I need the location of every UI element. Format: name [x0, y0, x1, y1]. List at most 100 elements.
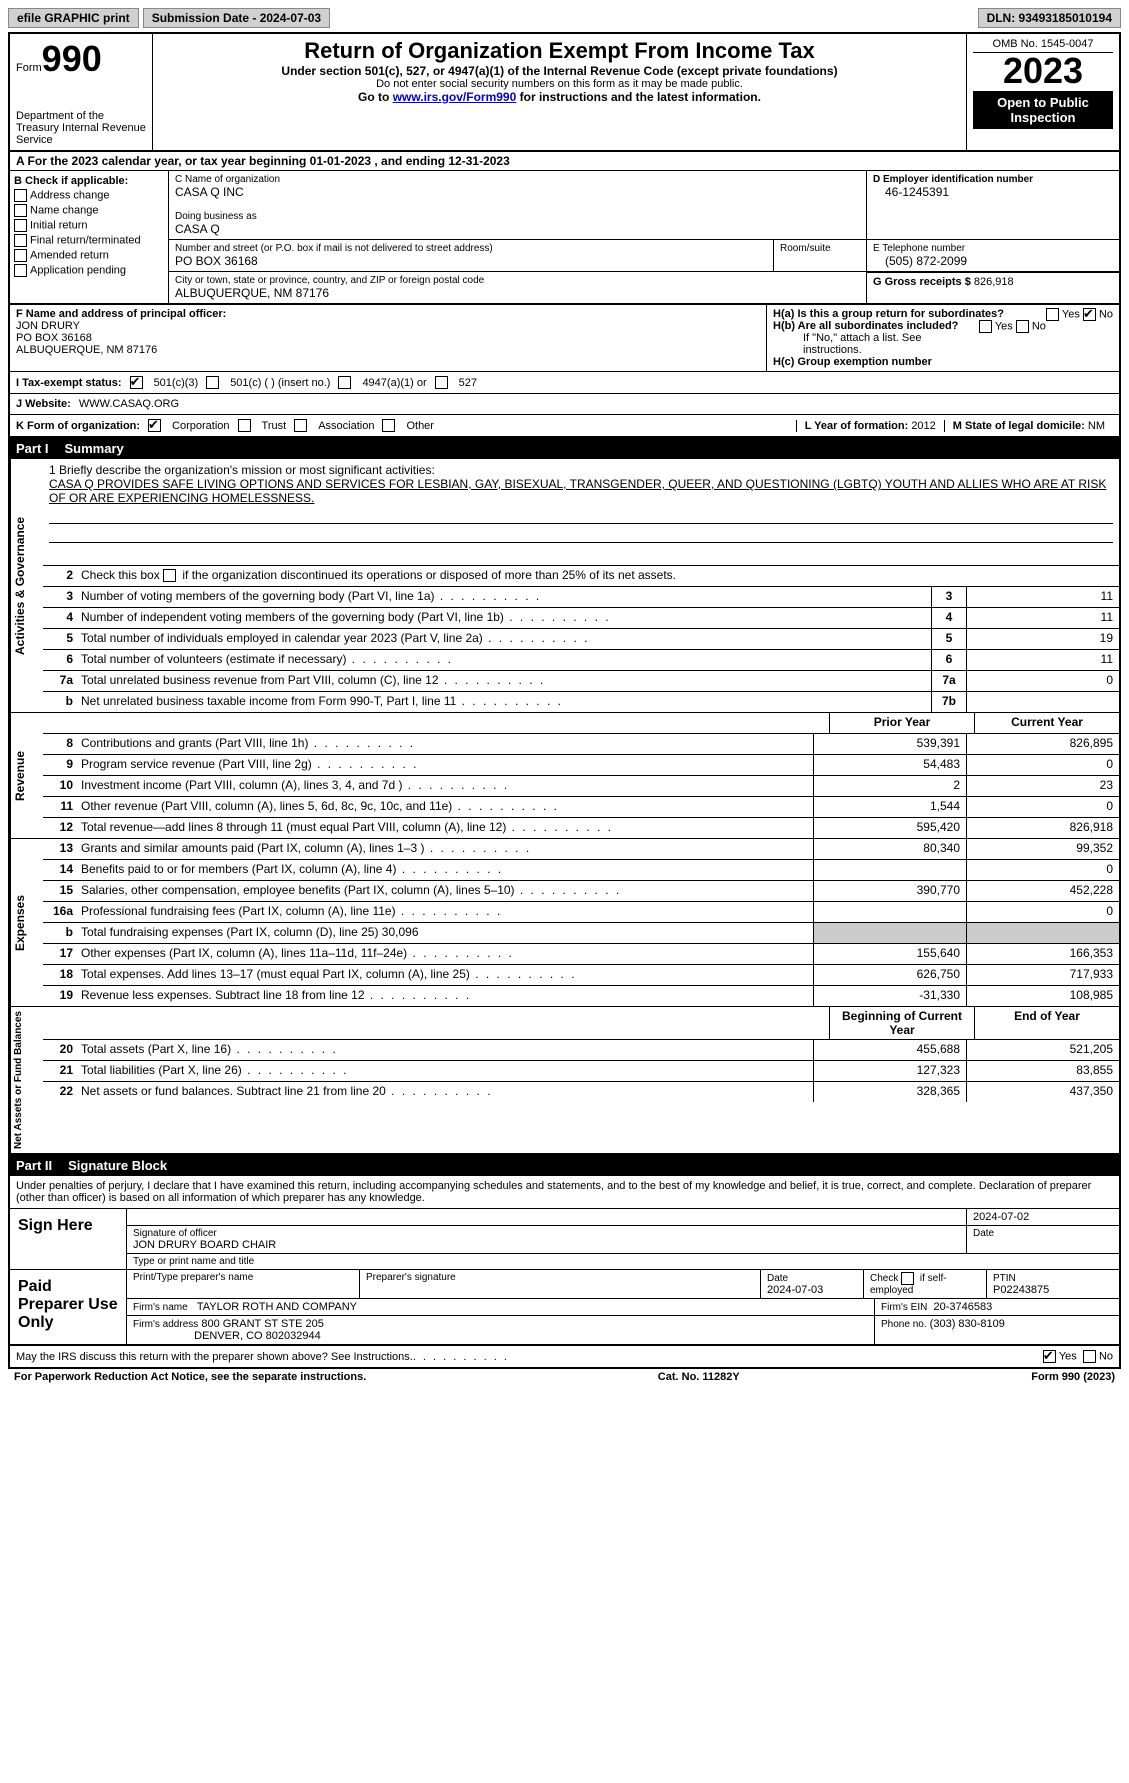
officer-city: ALBUQUERQUE, NM 87176 — [16, 344, 760, 356]
chk-initial[interactable] — [14, 219, 27, 232]
hb-no[interactable] — [1016, 320, 1029, 333]
line2-desc: Check this box if the organization disco… — [77, 566, 1119, 586]
prep-date: 2024-07-03 — [767, 1284, 823, 1296]
line2-num: 2 — [43, 566, 77, 586]
vert-expenses: Expenses — [10, 839, 43, 1006]
part2-title: Signature Block — [68, 1158, 167, 1173]
section-a: A For the 2023 calendar year, or tax yea… — [8, 152, 1121, 171]
part1-header: Part I Summary — [8, 438, 1121, 459]
discuss-text: May the IRS discuss this return with the… — [16, 1351, 413, 1363]
k-label: K Form of organization: — [16, 420, 140, 432]
chk-527[interactable] — [435, 376, 448, 389]
sig-date1: 2024-07-02 — [967, 1209, 1119, 1225]
form-header: Form990 Department of the Treasury Inter… — [8, 32, 1121, 152]
chk-address[interactable] — [14, 189, 27, 202]
expense-row: 13Grants and similar amounts paid (Part … — [43, 839, 1119, 860]
chk-amended[interactable] — [14, 249, 27, 262]
firm-name: TAYLOR ROTH AND COMPANY — [197, 1301, 357, 1313]
discuss-yes[interactable] — [1043, 1350, 1056, 1363]
box-b-label: B Check if applicable: — [14, 175, 164, 187]
netassets-row: 22Net assets or fund balances. Subtract … — [43, 1082, 1119, 1102]
vert-netassets: Net Assets or Fund Balances — [10, 1007, 43, 1153]
top-toolbar: efile GRAPHIC print Submission Date - 20… — [8, 8, 1121, 28]
firm-phone: (303) 830-8109 — [930, 1318, 1005, 1330]
chk-corp[interactable] — [148, 419, 161, 432]
chk-trust[interactable] — [238, 419, 251, 432]
form-label: Form — [16, 62, 42, 74]
c-name-label: C Name of organization — [175, 174, 860, 185]
chk-501c[interactable] — [206, 376, 219, 389]
irs-link[interactable]: www.irs.gov/Form990 — [393, 90, 517, 104]
ssn-note: Do not enter social security numbers on … — [159, 78, 960, 90]
street-value: PO BOX 36168 — [175, 254, 767, 268]
header-grid: B Check if applicable: Address change Na… — [8, 171, 1121, 305]
ptin-label: PTIN — [993, 1273, 1016, 1284]
hb-yes[interactable] — [979, 320, 992, 333]
ha-no[interactable] — [1083, 308, 1096, 321]
street-label: Number and street (or P.O. box if mail i… — [175, 243, 767, 254]
form-subtitle: Under section 501(c), 527, or 4947(a)(1)… — [159, 64, 960, 78]
org-name: CASA Q INC — [175, 185, 860, 199]
firm-ein-label: Firm's EIN — [881, 1302, 927, 1313]
revenue-row: 10Investment income (Part VIII, column (… — [43, 776, 1119, 797]
firm-addr2: DENVER, CO 802032944 — [194, 1330, 321, 1342]
box-b: B Check if applicable: Address change Na… — [10, 171, 169, 303]
ein-value: 46-1245391 — [873, 185, 1113, 199]
expense-row: 16aProfessional fundraising fees (Part I… — [43, 902, 1119, 923]
firm-addr1: 800 GRANT ST STE 205 — [201, 1318, 323, 1330]
room-label: Room/suite — [780, 243, 860, 254]
d-ein-label: D Employer identification number — [873, 174, 1113, 185]
officer-sig-name: JON DRURY BOARD CHAIR — [133, 1239, 960, 1251]
part2-label: Part II — [16, 1158, 52, 1173]
chk-final[interactable] — [14, 234, 27, 247]
ha-label: H(a) Is this a group return for subordin… — [773, 308, 1004, 320]
firm-phone-label: Phone no. — [881, 1319, 927, 1330]
form-org-row: K Form of organization: Corporation Trus… — [8, 415, 1121, 438]
chk-501c3[interactable] — [130, 376, 143, 389]
year-formation: 2012 — [911, 420, 935, 432]
chk-assoc[interactable] — [294, 419, 307, 432]
gov-row: 6Total number of volunteers (estimate if… — [43, 650, 1119, 671]
part1-title: Summary — [65, 441, 124, 456]
mission-text: CASA Q PROVIDES SAFE LIVING OPTIONS AND … — [49, 477, 1113, 505]
discuss-no[interactable] — [1083, 1350, 1096, 1363]
prep-name-label: Print/Type preparer's name — [127, 1270, 360, 1298]
g-receipts-label: G Gross receipts $ — [873, 276, 971, 288]
website-row: J Website: WWW.CASAQ.ORG — [8, 394, 1121, 415]
chk-self-employed[interactable] — [901, 1272, 914, 1285]
date-label: Date — [967, 1226, 1119, 1253]
phone-value: (505) 872-2099 — [873, 254, 1113, 268]
gov-row: 4Number of independent voting members of… — [43, 608, 1119, 629]
efile-print-button[interactable]: efile GRAPHIC print — [8, 8, 139, 28]
firm-addr-label: Firm's address — [133, 1319, 198, 1330]
gov-row: 7aTotal unrelated business revenue from … — [43, 671, 1119, 692]
revenue-row: 11Other revenue (Part VIII, column (A), … — [43, 797, 1119, 818]
open-inspection: Open to Public Inspection — [973, 91, 1113, 129]
chk-4947[interactable] — [338, 376, 351, 389]
i-label: I Tax-exempt status: — [16, 377, 122, 389]
expense-row: bTotal fundraising expenses (Part IX, co… — [43, 923, 1119, 944]
type-title: Type or print name and title — [127, 1254, 1119, 1269]
sign-here-label: Sign Here — [10, 1209, 127, 1269]
expense-row: 15Salaries, other compensation, employee… — [43, 881, 1119, 902]
begin-year-header: Beginning of Current Year — [829, 1007, 974, 1039]
mission-label: 1 Briefly describe the organization's mi… — [49, 463, 1113, 477]
dln: DLN: 93493185010194 — [978, 8, 1121, 28]
tax-exempt-row: I Tax-exempt status: 501(c)(3) 501(c) ( … — [8, 372, 1121, 394]
goto-line: Go to www.irs.gov/Form990 for instructio… — [159, 90, 960, 104]
end-year-header: End of Year — [974, 1007, 1119, 1039]
gross-receipts: 826,918 — [974, 276, 1014, 288]
paid-preparer-label: Paid Preparer Use Only — [10, 1270, 127, 1344]
ha-yes[interactable] — [1046, 308, 1059, 321]
state-domicile: NM — [1088, 420, 1105, 432]
netassets-row: 20Total assets (Part X, line 16)455,6885… — [43, 1040, 1119, 1061]
chk-name[interactable] — [14, 204, 27, 217]
chk-other[interactable] — [382, 419, 395, 432]
f-officer-label: F Name and address of principal officer: — [16, 308, 760, 320]
netassets-row: 21Total liabilities (Part X, line 26)127… — [43, 1061, 1119, 1082]
chk-discontinued[interactable] — [163, 569, 176, 582]
chk-pending[interactable] — [14, 264, 27, 277]
form-footer: Form 990 (2023) — [1031, 1371, 1115, 1383]
sig-officer-label: Signature of officer — [133, 1228, 960, 1239]
gov-row: bNet unrelated business taxable income f… — [43, 692, 1119, 712]
